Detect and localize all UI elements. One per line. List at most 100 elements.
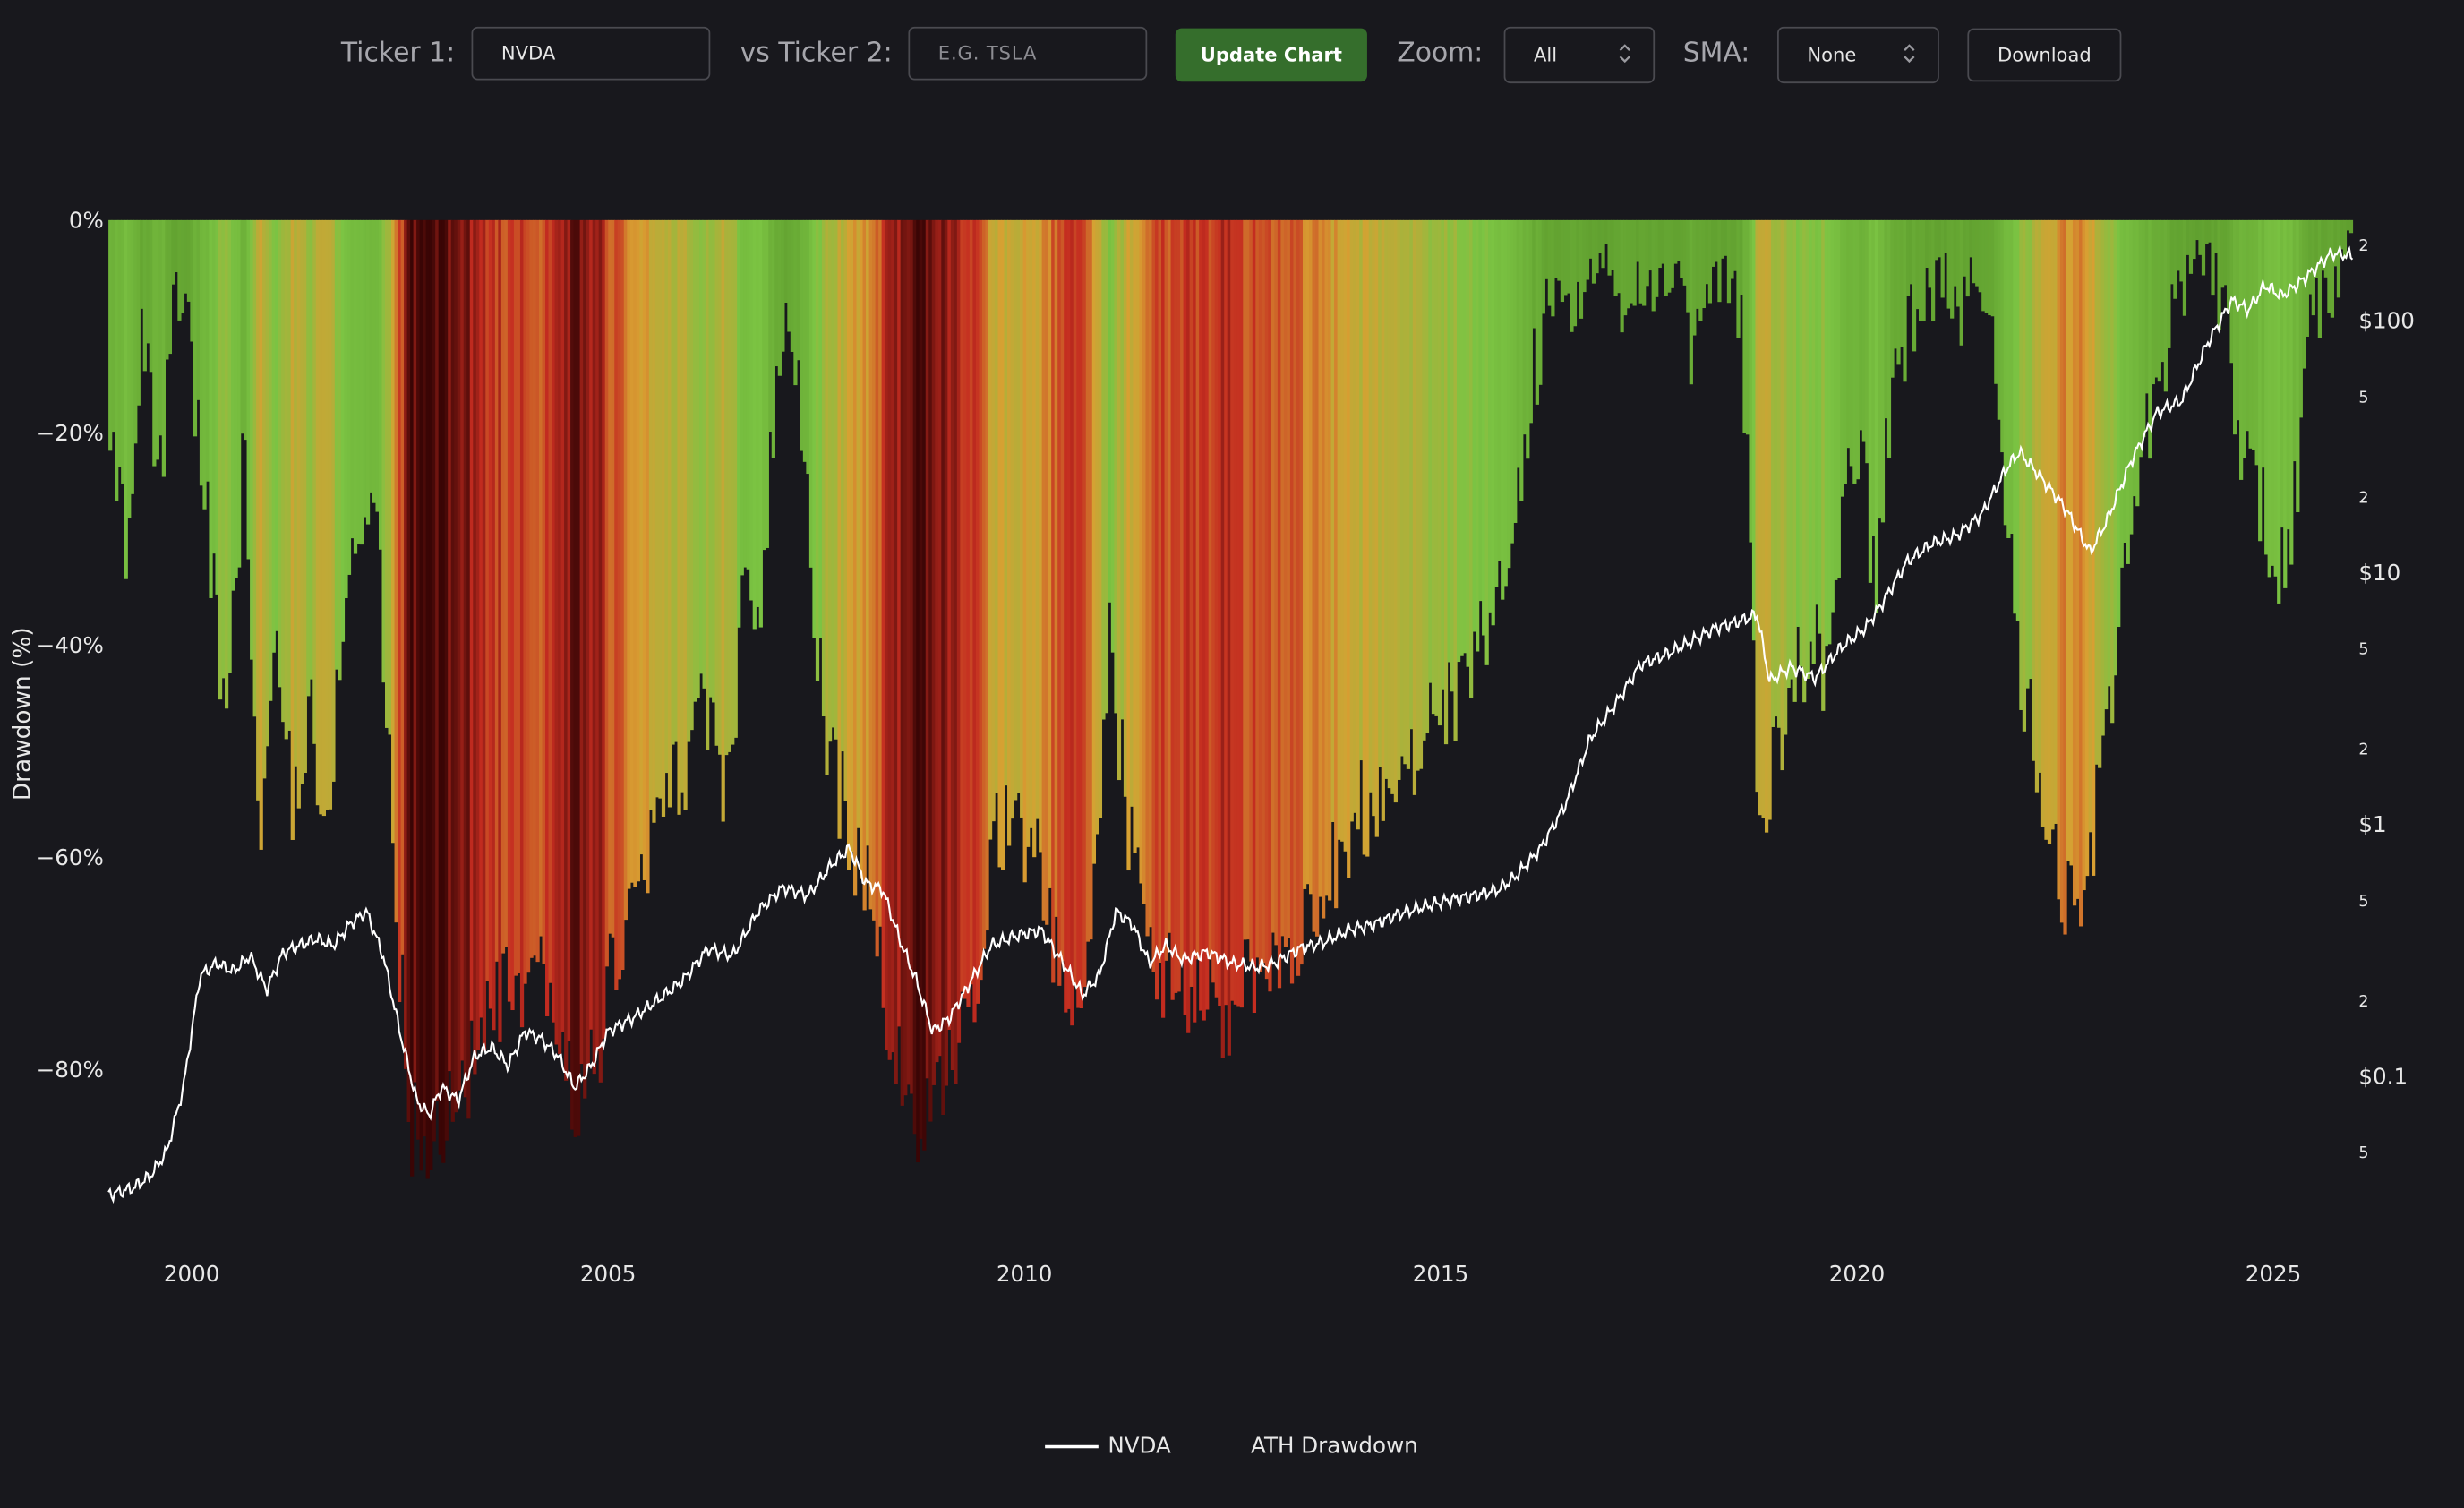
drawdown-bar bbox=[1022, 219, 1027, 883]
drawdown-bar bbox=[1453, 219, 1458, 741]
left-axis: 0% −20% −40% −60% −80% bbox=[37, 208, 104, 1084]
drawdown-bar bbox=[2211, 219, 2215, 296]
drawdown-bar bbox=[1790, 219, 1794, 680]
drawdown-bar bbox=[2248, 219, 2253, 449]
drawdown-bar bbox=[1409, 219, 1414, 730]
drawdown-bar bbox=[887, 219, 892, 1060]
drawdown-bar bbox=[121, 219, 125, 484]
drawdown-bar bbox=[1004, 219, 1008, 786]
drawdown-bar bbox=[1840, 219, 1844, 497]
drawdown-bar bbox=[1732, 219, 1738, 271]
drawdown-bar bbox=[1142, 219, 1147, 904]
drawdown-chart[interactable]: 0% −20% −40% −60% −80% 2 $100 5 2 $10 5 2 $1 5 2 $0.1 5… bbox=[0, 0, 2464, 1384]
drawdown-bar bbox=[296, 219, 301, 809]
drawdown-bar bbox=[1255, 219, 1260, 958]
drawdown-bar bbox=[2333, 219, 2338, 267]
drawdown-bar bbox=[2107, 219, 2111, 687]
drawdown-bar bbox=[1880, 219, 1886, 523]
drawdown-bar bbox=[2082, 219, 2086, 891]
drawdown-bar bbox=[866, 219, 870, 846]
drawdown-bar bbox=[1784, 219, 1788, 735]
drawdown-bar bbox=[186, 219, 192, 302]
drawdown-bar bbox=[714, 219, 719, 746]
drawdown-bar bbox=[1293, 219, 1297, 953]
drawdown-bar bbox=[2019, 219, 2023, 710]
ticker2-input[interactable] bbox=[908, 26, 1148, 81]
drawdown-bar bbox=[922, 219, 927, 1151]
drawdown-bar bbox=[240, 219, 244, 434]
drawdown-bar bbox=[1161, 219, 1166, 1018]
drawdown-bar bbox=[2142, 219, 2146, 438]
drawdown-bar bbox=[1014, 219, 1018, 801]
drawdown-bar bbox=[878, 219, 883, 927]
drawdown-bar bbox=[2025, 219, 2030, 689]
drawdown-bar bbox=[1418, 219, 1424, 769]
drawdown-bar bbox=[2040, 219, 2046, 827]
drawdown-bar bbox=[1368, 219, 1373, 793]
drawdown-bar bbox=[1384, 219, 1389, 779]
drawdown-bar bbox=[1378, 219, 1382, 767]
drawdown-bar bbox=[1239, 219, 1244, 1008]
drawdown-bar bbox=[620, 219, 625, 971]
drawdown-bar bbox=[1636, 219, 1640, 262]
drawdown-bar bbox=[916, 219, 920, 1163]
zoom-select[interactable]: All bbox=[1503, 26, 1656, 84]
drawdown-bar bbox=[425, 219, 430, 1179]
drawdown-bar bbox=[1108, 219, 1112, 603]
drawdown-bar bbox=[699, 219, 704, 674]
drawdown-bar bbox=[1940, 219, 1945, 298]
drawdown-bar bbox=[1324, 219, 1329, 896]
sma-select[interactable]: None bbox=[1777, 26, 1939, 84]
drawdown-bar bbox=[1135, 219, 1141, 848]
drawdown-bar bbox=[1563, 219, 1568, 296]
drawdown-bar bbox=[1399, 219, 1405, 757]
drawdown-bar bbox=[1443, 219, 1449, 745]
download-button[interactable]: Download bbox=[1967, 28, 2122, 82]
legend-item-drawdown[interactable]: ATH Drawdown bbox=[1251, 1434, 1418, 1459]
drawdown-bar bbox=[152, 219, 157, 467]
legend-item-price[interactable]: NVDA bbox=[1045, 1434, 1171, 1460]
drawdown-bar bbox=[1903, 219, 1907, 382]
ticker1-input[interactable] bbox=[471, 26, 711, 81]
drawdown-bar bbox=[2267, 219, 2272, 578]
drawdown-bar bbox=[2188, 219, 2194, 274]
drawdown-bar bbox=[1707, 219, 1713, 304]
drawdown-bar bbox=[1893, 219, 1898, 349]
drawdown-bar bbox=[1501, 219, 1505, 600]
drawdown-bar bbox=[1924, 219, 1929, 269]
drawdown-bar bbox=[237, 219, 242, 568]
drawdown-bar bbox=[209, 219, 213, 598]
drawdown-bar bbox=[1450, 219, 1455, 692]
update-chart-button[interactable]: Update Chart bbox=[1175, 28, 1367, 82]
drawdown-bar bbox=[988, 219, 993, 840]
drawdown-bar bbox=[1896, 219, 1901, 365]
drawdown-bar bbox=[1095, 219, 1099, 835]
drawdown-bar bbox=[1035, 219, 1040, 819]
drawdown-bar bbox=[1655, 219, 1659, 297]
drawdown-bar bbox=[617, 219, 621, 980]
drawdown-bar bbox=[294, 219, 298, 767]
drawdown-bar bbox=[2009, 219, 2014, 535]
drawdown-bar bbox=[2098, 219, 2102, 768]
drawdown-bar bbox=[215, 219, 219, 595]
drawdown-bar bbox=[1984, 219, 1989, 313]
drawdown-bar bbox=[686, 219, 691, 742]
drawdown-bar bbox=[2242, 219, 2246, 458]
drawdown-bar bbox=[1767, 219, 1772, 820]
drawdown-bar bbox=[692, 219, 697, 702]
drawdown-bar bbox=[1110, 219, 1116, 653]
drawdown-bar bbox=[708, 219, 713, 698]
drawdown-bar bbox=[815, 219, 820, 681]
drawdown-bar bbox=[1780, 219, 1784, 771]
drawdown-bar bbox=[463, 219, 467, 1098]
drawdown-bar bbox=[552, 219, 556, 1023]
drawdown-bar bbox=[2302, 219, 2306, 369]
bottom-axis: 2000 2005 2010 2015 2020 2025 bbox=[164, 1261, 2301, 1287]
drawdown-bar bbox=[1792, 219, 1797, 702]
drawdown-bar bbox=[825, 219, 829, 775]
drawdown-bar bbox=[413, 219, 417, 1083]
drawdown-bar bbox=[375, 219, 380, 512]
drawdown-bar bbox=[727, 219, 732, 752]
drawdown-bar bbox=[2220, 219, 2225, 288]
drawdown-bar bbox=[250, 219, 254, 660]
